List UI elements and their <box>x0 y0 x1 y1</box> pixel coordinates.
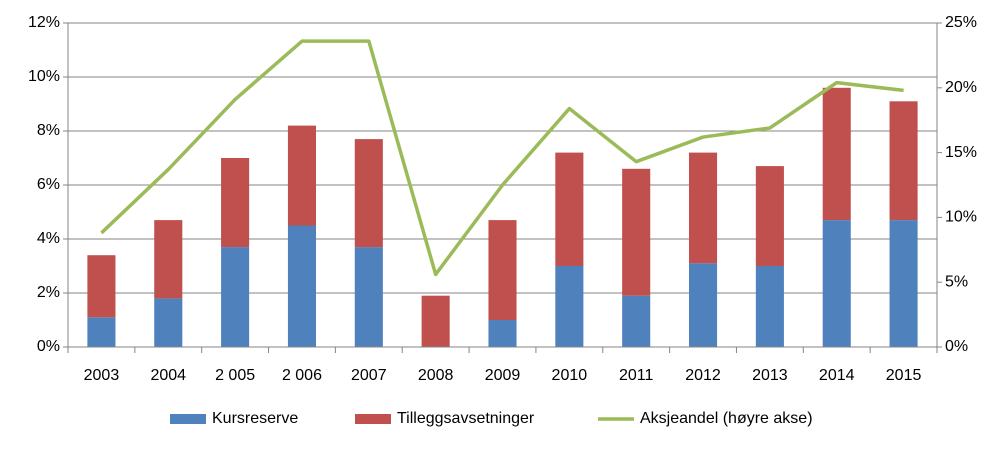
bar <box>221 158 250 248</box>
x-tick-label: 2007 <box>351 367 387 384</box>
bar <box>555 266 584 347</box>
y-tick-label: 8% <box>37 122 60 139</box>
bar <box>354 139 383 248</box>
bar <box>755 266 784 347</box>
bar <box>689 263 718 347</box>
legend-label: Aksjeandel (høyre akse) <box>640 410 813 427</box>
bar <box>822 220 851 347</box>
legend-swatch <box>170 414 206 424</box>
x-tick-label: 2 005 <box>215 367 255 384</box>
y2-tick-label: 15% <box>945 144 977 161</box>
y2-tick-label: 0% <box>945 338 968 355</box>
bar <box>488 220 517 320</box>
x-tick-label: 2009 <box>485 367 521 384</box>
x-tick-label: 2 006 <box>282 367 322 384</box>
line <box>100 39 904 277</box>
x-tick-label: 2011 <box>619 367 654 384</box>
bar <box>154 220 183 299</box>
y2-tick-label: 5% <box>945 273 968 290</box>
bar <box>889 101 918 221</box>
y-tick-label: 4% <box>37 230 60 247</box>
bar <box>622 168 651 296</box>
y-tick-label: 0% <box>37 338 60 355</box>
x-tick-label: 2012 <box>685 367 721 384</box>
y-tick-label: 10% <box>28 68 60 85</box>
x-tick-label: 2010 <box>552 367 588 384</box>
y-tick-label: 12% <box>28 14 60 31</box>
bar <box>154 298 183 347</box>
y2-tick-label: 20% <box>945 79 977 96</box>
x-tick-label: 2015 <box>886 367 922 384</box>
bar <box>488 320 517 347</box>
y2-tick-label: 10% <box>945 209 977 226</box>
legend-swatch <box>355 414 391 424</box>
bar <box>822 87 851 221</box>
bar <box>689 152 718 264</box>
bar <box>221 247 250 347</box>
y2-tick-label: 25% <box>945 14 977 31</box>
bar <box>622 295 651 347</box>
bar <box>555 152 584 266</box>
x-tick-label: 2014 <box>819 367 855 384</box>
legend-label: Kursreserve <box>212 410 298 427</box>
legend-label: Tilleggsavsetninger <box>397 410 535 427</box>
x-tick-label: 2013 <box>752 367 788 384</box>
y-tick-label: 6% <box>37 176 60 193</box>
bar <box>87 255 116 318</box>
bar <box>354 247 383 347</box>
x-tick-label: 2003 <box>84 367 120 384</box>
bar <box>87 317 116 347</box>
bar <box>421 295 450 347</box>
bar <box>755 166 784 266</box>
y-tick-label: 2% <box>37 284 60 301</box>
bar <box>287 125 316 226</box>
bar <box>287 225 316 347</box>
x-tick-label: 2008 <box>418 367 454 384</box>
bar <box>889 220 918 347</box>
x-tick-label: 2004 <box>150 367 186 384</box>
